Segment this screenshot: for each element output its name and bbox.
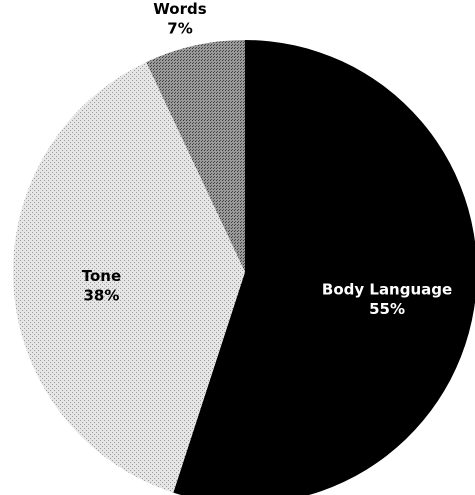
pie-label-words: Words 7%: [153, 0, 206, 38]
pie-slices: [12, 40, 475, 495]
pie-label-body-language: Body Language 55%: [322, 281, 452, 319]
pie-label-value: 38%: [83, 287, 119, 305]
pie-slice-words: [146, 40, 245, 272]
pie-label-name: Body Language: [322, 281, 452, 299]
pie-slice-tone: [12, 62, 245, 493]
pie-label-name: Words: [153, 0, 206, 18]
pie-label-name: Tone: [82, 267, 121, 285]
pie-slice-body-language: [173, 40, 475, 495]
pie-labels: Body Language 55% Tone 38% Words 7%: [82, 0, 452, 318]
pie-label-value: 7%: [167, 20, 192, 38]
pie-label-tone: Tone 38%: [82, 267, 121, 305]
pie-label-value: 55%: [369, 300, 405, 318]
